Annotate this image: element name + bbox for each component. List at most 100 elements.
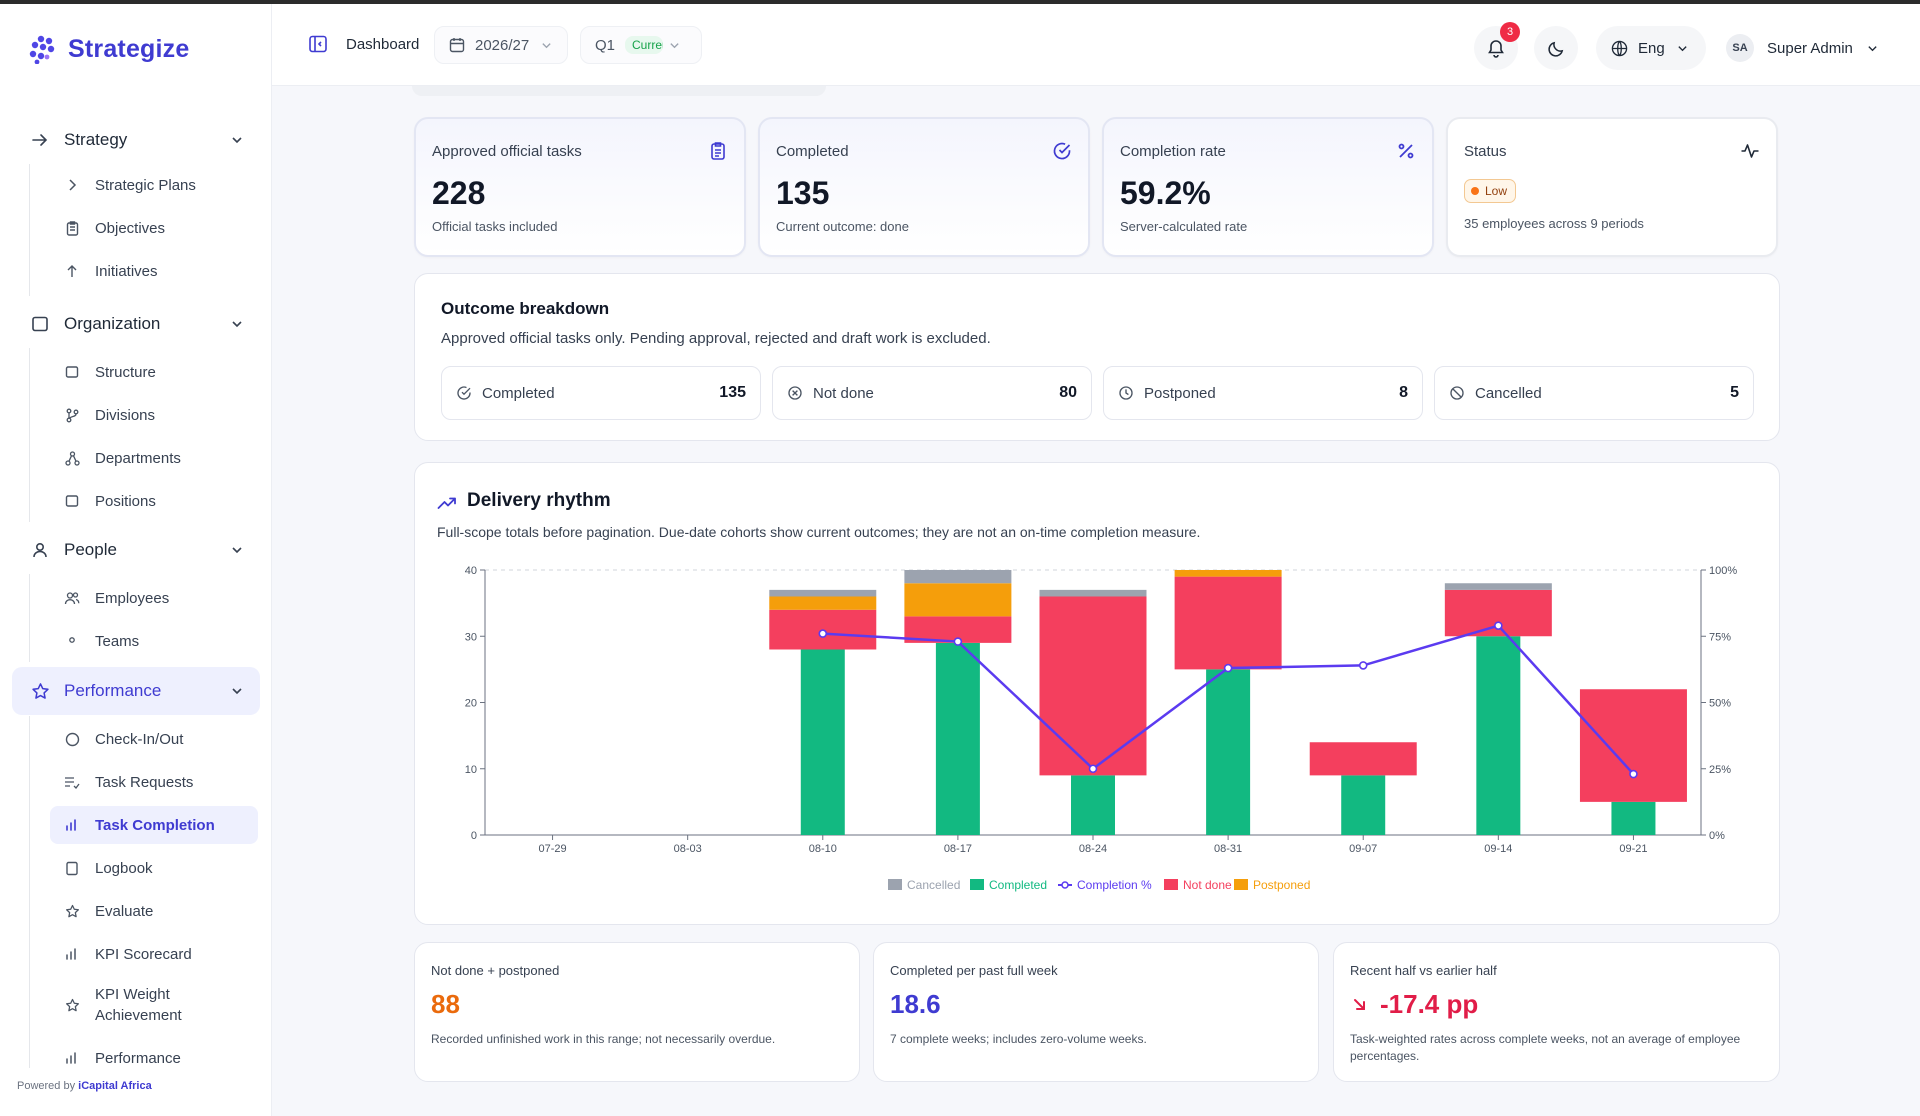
- ban-icon: [1450, 386, 1464, 400]
- current-badge: Current: [625, 36, 664, 54]
- kpi-value: 135: [776, 175, 830, 211]
- network-icon: [64, 450, 80, 466]
- kpi-card-approved: Approved official tasks 228 Official tas…: [414, 117, 746, 257]
- brand[interactable]: Strategize: [28, 34, 189, 64]
- window-top-edge: [0, 0, 1920, 4]
- sidebar-item-divisions[interactable]: Divisions: [50, 396, 258, 434]
- sidebar-item-evaluate[interactable]: Evaluate: [50, 892, 258, 930]
- chevron-down-icon: [232, 321, 242, 328]
- sidebar-section-organization[interactable]: Organization: [12, 300, 260, 348]
- chart-bar-not-done: [1039, 596, 1147, 776]
- square-icon: [64, 364, 80, 380]
- x-circle-icon: [788, 386, 802, 400]
- language-select[interactable]: Eng: [1596, 26, 1706, 70]
- breadcrumb[interactable]: Dashboard: [346, 36, 420, 53]
- chart-x-tick-label: 07-29: [538, 843, 566, 855]
- scrolled-card-edge: [412, 86, 826, 96]
- notifications-button[interactable]: 3: [1474, 22, 1520, 70]
- percent-icon: [1398, 143, 1414, 159]
- quarter-select[interactable]: Q1 Current: [580, 26, 702, 64]
- sidebar-item-label: Task Requests: [95, 773, 194, 791]
- sidebar-item-performance[interactable]: Performance: [50, 1039, 258, 1077]
- activity-icon: [1741, 144, 1759, 158]
- legend-swatch-cancelled: [888, 879, 902, 890]
- sidebar-item-departments[interactable]: Departments: [50, 439, 258, 477]
- chart-y2-tick-label: 0%: [1709, 830, 1725, 842]
- arrow-right-icon: [30, 130, 50, 150]
- sidebar-section-strategy[interactable]: Strategy: [12, 116, 260, 164]
- list-check-icon: [64, 774, 80, 790]
- square-icon: [64, 493, 80, 509]
- outcome-value: 8: [1399, 384, 1408, 401]
- trending-up-icon: [437, 497, 456, 509]
- sidebar-item-label: Logbook: [95, 859, 153, 877]
- year-value: 2026/27: [475, 36, 530, 54]
- user-icon: [30, 540, 50, 560]
- sidebar-item-label: KPI Scorecard: [95, 945, 192, 963]
- sidebar-item-objectives[interactable]: Objectives: [50, 209, 258, 247]
- legend-label-postponed: Postponed: [1253, 878, 1310, 892]
- sidebar-item-check-in-out[interactable]: Check-In/Out: [50, 720, 258, 758]
- legend-label-completed: Completed: [989, 878, 1047, 892]
- chart-x-tick-label: 09-14: [1484, 843, 1512, 855]
- sidebar-item-label: Teams: [95, 632, 140, 650]
- sidebar-section-performance[interactable]: Performance: [12, 667, 260, 715]
- sidebar-item-employees[interactable]: Employees: [50, 579, 258, 617]
- sidebar-item-logbook[interactable]: Logbook: [50, 849, 258, 887]
- outcome-completed: Completed 135: [441, 366, 761, 420]
- stat-subtitle: Task-weighted rates across complete week…: [1350, 1032, 1741, 1063]
- sidebar-item-strategic-plans[interactable]: Strategic Plans: [50, 166, 258, 204]
- check-circle-icon: [1053, 142, 1071, 160]
- chevron-right-icon: [64, 177, 80, 193]
- year-select[interactable]: 2026/27: [434, 26, 568, 64]
- calendar-icon: [449, 38, 465, 53]
- clipboard-icon: [711, 142, 725, 160]
- sidebar-toggle-icon[interactable]: [308, 34, 328, 54]
- arrow-down-right-icon: [1354, 999, 1365, 1010]
- sidebar-section-label: Performance: [64, 681, 162, 700]
- bar-chart-icon: [64, 946, 80, 962]
- sidebar-item-label: Divisions: [95, 406, 156, 424]
- chart-point-completion-percent: [818, 629, 828, 638]
- rhythm-subtitle: Full-scope totals before pagination. Due…: [437, 524, 1201, 540]
- sidebar-item-kpi-weight-achievement[interactable]: KPI Weight Achievement: [50, 978, 258, 1032]
- sidebar-item-label: Employees: [95, 589, 170, 607]
- chart-point-completion-percent: [1494, 621, 1503, 630]
- sidebar-item-label: Check-In/Out: [95, 730, 184, 748]
- chart-bar-completed: [800, 649, 845, 835]
- sidebar-section-people[interactable]: People: [12, 526, 260, 574]
- stat-title: Recent half vs earlier half: [1350, 963, 1497, 978]
- chart-bar-cancelled: [769, 589, 877, 597]
- legend-label-not-done: Not done: [1183, 878, 1232, 892]
- moon-icon: [1547, 41, 1563, 57]
- chart-bar-completed: [1476, 636, 1521, 835]
- sidebar-item-structure[interactable]: Structure: [50, 353, 258, 391]
- legend-label-cancelled: Cancelled: [907, 878, 960, 892]
- chart-bar-cancelled: [1039, 589, 1147, 597]
- outcome-title: Outcome breakdown: [441, 299, 610, 318]
- sidebar-subrail: [29, 574, 30, 662]
- sidebar-item-teams[interactable]: Teams: [50, 622, 258, 660]
- sidebar-item-kpi-scorecard[interactable]: KPI Scorecard: [50, 935, 258, 973]
- chart-y-tick-label: 0: [471, 830, 477, 842]
- sidebar-item-label: KPI Weight Achievement: [95, 986, 182, 1024]
- kpi-card-completion-rate: Completion rate 59.2% Server-calculated …: [1102, 117, 1434, 257]
- top-header: Dashboard 2026/27 Q1 Current 3 Eng SA Su…: [272, 4, 1920, 86]
- theme-toggle-button[interactable]: [1534, 26, 1578, 70]
- outcome-label: Cancelled: [1475, 384, 1542, 402]
- chevron-down-icon: [232, 688, 242, 695]
- sidebar-item-task-completion[interactable]: Task Completion: [50, 806, 258, 844]
- user-menu[interactable]: SA Super Admin: [1726, 26, 1878, 70]
- sidebar-item-label: Objectives: [95, 219, 166, 237]
- chevron-down-icon: [232, 137, 242, 144]
- powered-by-company[interactable]: iCapital Africa: [78, 1080, 152, 1092]
- legend-swatch-completion-: [1061, 881, 1069, 889]
- delivery-rhythm-chart: 0 10 20 30 40 0% 25% 50% 75% 100% 07-29 08-03 08-10 0…: [465, 565, 1738, 892]
- sidebar-item-initiatives[interactable]: Initiatives: [50, 252, 258, 290]
- chart-x-tick-label: 08-03: [674, 843, 702, 855]
- kpi-value: 228: [432, 175, 486, 211]
- sidebar-item-task-requests[interactable]: Task Requests: [50, 763, 258, 801]
- sidebar: Strategize Strategy Strategic Plans Obje…: [0, 4, 272, 1116]
- chevron-down-icon: [1868, 45, 1877, 51]
- sidebar-item-positions[interactable]: Positions: [50, 482, 258, 520]
